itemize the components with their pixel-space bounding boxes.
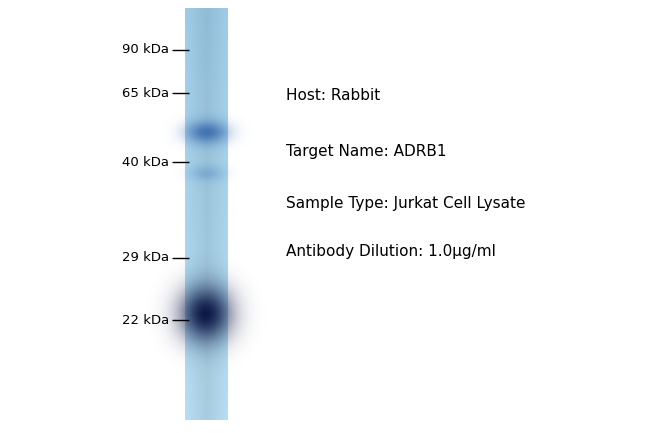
Text: Antibody Dilution: 1.0µg/ml: Antibody Dilution: 1.0µg/ml	[286, 244, 496, 259]
Text: 90 kDa: 90 kDa	[122, 43, 169, 56]
Text: 65 kDa: 65 kDa	[122, 87, 169, 100]
Text: 22 kDa: 22 kDa	[122, 314, 169, 327]
Text: 40 kDa: 40 kDa	[122, 156, 169, 169]
Text: Sample Type: Jurkat Cell Lysate: Sample Type: Jurkat Cell Lysate	[286, 196, 525, 211]
Text: Host: Rabbit: Host: Rabbit	[286, 88, 380, 103]
Text: Target Name: ADRB1: Target Name: ADRB1	[286, 144, 447, 159]
Text: 29 kDa: 29 kDa	[122, 251, 169, 264]
